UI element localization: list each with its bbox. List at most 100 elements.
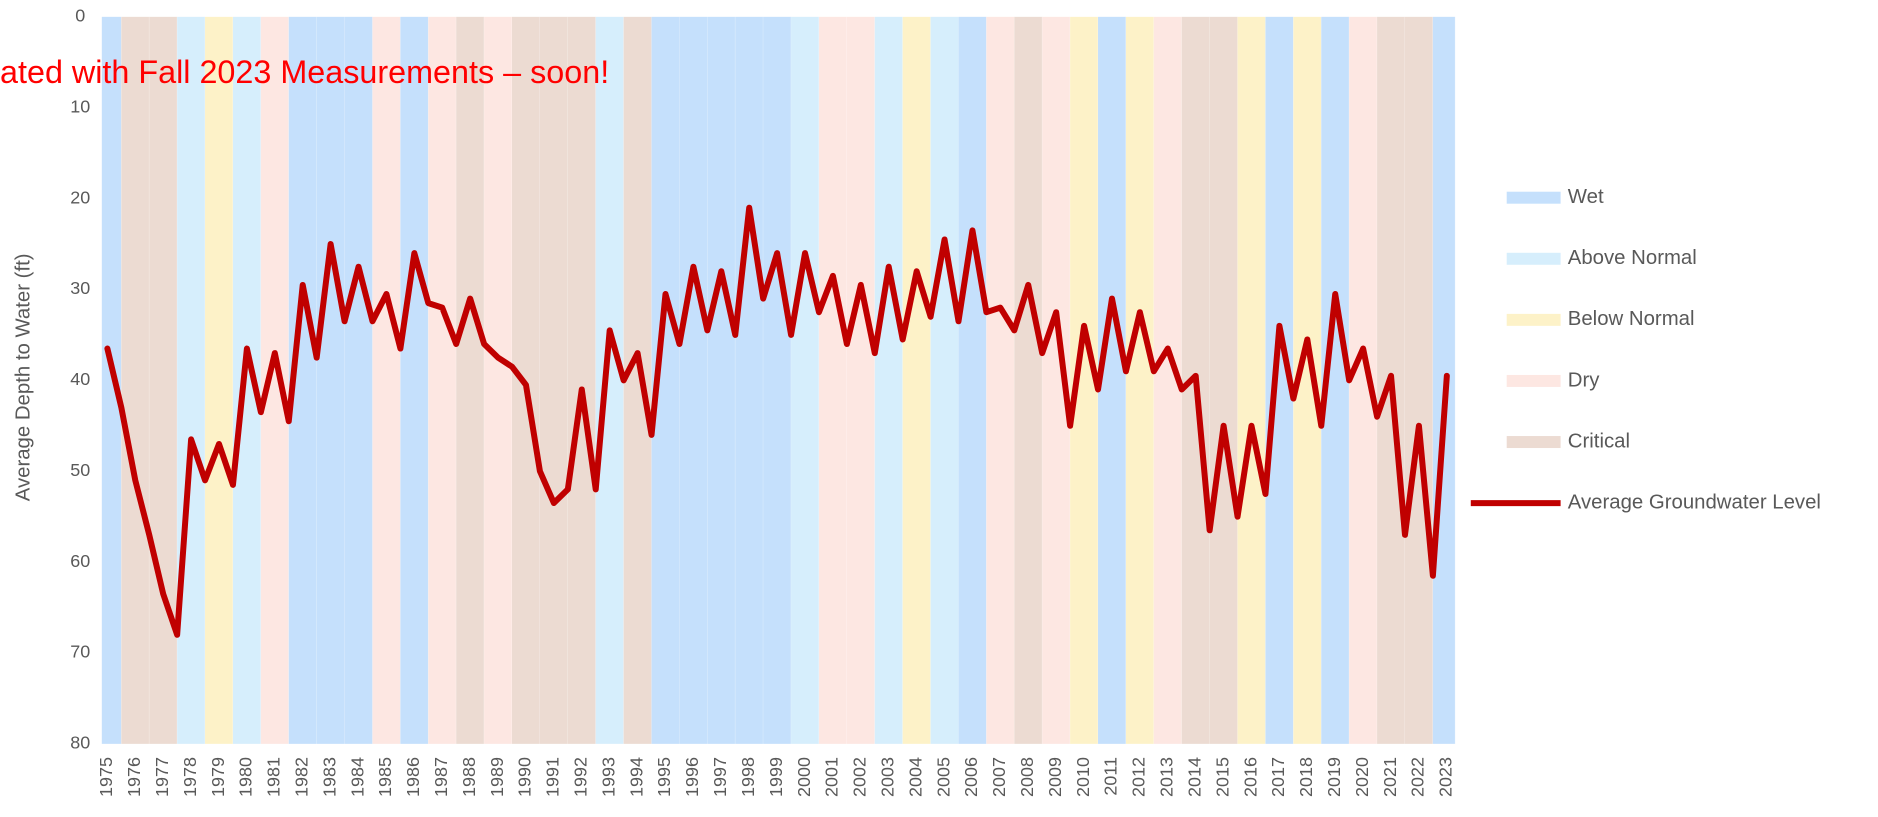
x-tick-label: 2002 xyxy=(850,757,870,797)
legend-label: Above Normal xyxy=(1568,247,1697,269)
x-tick-label: 2019 xyxy=(1324,757,1344,797)
x-tick-label: 1980 xyxy=(236,757,256,797)
x-tick-label: 2013 xyxy=(1157,757,1177,797)
y-tick-label: 40 xyxy=(70,369,90,389)
x-tick-label: 2005 xyxy=(933,757,953,797)
y-tick-label: 70 xyxy=(70,642,90,662)
year-type-band xyxy=(456,16,485,744)
x-tick-label: 1989 xyxy=(487,757,507,797)
year-type-band xyxy=(1404,16,1433,744)
year-type-band xyxy=(791,16,819,744)
legend-swatch xyxy=(1506,313,1561,326)
x-tick-label: 1982 xyxy=(291,757,311,797)
legend-swatch xyxy=(1506,436,1561,449)
y-tick-label: 30 xyxy=(70,278,90,298)
year-type-band xyxy=(484,16,513,744)
year-type-band xyxy=(567,16,596,744)
x-tick-label: 2022 xyxy=(1408,757,1428,797)
band-layer xyxy=(101,16,1456,744)
x-tick-label: 1996 xyxy=(682,757,702,797)
x-tick-label: 1999 xyxy=(766,757,786,797)
x-tick-label: 1975 xyxy=(96,757,116,797)
x-tick-label: 2003 xyxy=(877,757,897,797)
x-tick-label: 1991 xyxy=(543,757,563,797)
x-tick-label: 1985 xyxy=(375,757,395,797)
x-tick-label: 2011 xyxy=(1101,757,1121,796)
year-type-band xyxy=(1349,16,1378,744)
year-type-band xyxy=(763,16,792,744)
legend-swatch xyxy=(1506,252,1561,265)
year-type-band xyxy=(149,16,178,744)
x-tick-label: 1986 xyxy=(403,757,423,797)
legend-label: Critical xyxy=(1568,430,1630,452)
legend-label: Average Groundwater Level xyxy=(1568,491,1821,513)
y-tick-label: 10 xyxy=(70,96,90,116)
year-type-band xyxy=(930,16,959,744)
year-type-band xyxy=(177,16,206,744)
x-tick-label: 2023 xyxy=(1436,757,1456,797)
year-type-band xyxy=(1209,16,1238,744)
x-tick-label: 1988 xyxy=(459,757,479,797)
x-tick-label: 1990 xyxy=(515,757,535,797)
y-tick-label: 0 xyxy=(75,6,85,26)
x-tick-label: 2001 xyxy=(822,757,842,797)
x-tick-label: 1981 xyxy=(264,757,284,797)
y-axis-label: Average Depth to Water (ft) xyxy=(12,253,34,501)
x-tick-label: 1979 xyxy=(208,757,228,797)
year-type-band xyxy=(902,16,931,744)
year-type-band xyxy=(595,16,624,744)
year-type-band xyxy=(121,16,150,744)
year-type-band xyxy=(818,16,847,744)
year-type-band xyxy=(539,16,568,744)
x-tick-label: 1987 xyxy=(431,757,451,797)
year-type-band xyxy=(1098,16,1126,744)
x-tick-label: 2000 xyxy=(794,757,814,797)
year-type-band xyxy=(623,16,652,744)
year-type-band xyxy=(344,16,373,744)
year-type-band xyxy=(735,16,764,744)
x-tick-label: 1995 xyxy=(654,757,674,797)
x-tick-label: 2021 xyxy=(1380,757,1400,797)
x-tick-label: 2017 xyxy=(1268,757,1288,797)
year-type-band xyxy=(1237,16,1266,744)
year-type-band xyxy=(874,16,903,744)
legend-label: Wet xyxy=(1568,186,1604,208)
x-tick-label: 1993 xyxy=(598,757,618,797)
x-tick-label: 2004 xyxy=(905,757,925,797)
year-type-band xyxy=(958,16,987,744)
year-type-band xyxy=(1125,16,1154,744)
x-tick-label: 2010 xyxy=(1073,757,1093,797)
y-tick-label: 80 xyxy=(70,733,90,753)
year-type-band xyxy=(101,16,122,744)
line-layer xyxy=(104,204,1450,638)
x-tick-label: 2015 xyxy=(1212,757,1232,797)
y-tick-label: 20 xyxy=(70,187,90,207)
year-type-band xyxy=(428,16,457,744)
x-tick-label: 1984 xyxy=(347,757,367,797)
x-tick-label: 2016 xyxy=(1240,757,1260,797)
year-type-band xyxy=(205,16,233,744)
year-type-band xyxy=(260,16,289,744)
year-type-band xyxy=(372,16,401,744)
year-type-band xyxy=(707,16,736,744)
x-tick-label: 1997 xyxy=(710,757,730,797)
year-type-band xyxy=(316,16,345,744)
x-tick-label: 2007 xyxy=(989,757,1009,797)
x-tick-label: 1983 xyxy=(319,757,339,797)
y-tick-label: 50 xyxy=(70,460,90,480)
x-tick-label: 2006 xyxy=(961,757,981,797)
x-tick-label: 2012 xyxy=(1129,757,1149,797)
legend-label: Dry xyxy=(1568,369,1600,391)
x-tick-label: 1998 xyxy=(738,757,758,797)
data-line xyxy=(104,204,1450,638)
year-type-band xyxy=(986,16,1015,744)
x-tick-label: 2020 xyxy=(1352,757,1372,797)
annotation: ated with Fall 2023 Measurements – soon! xyxy=(0,54,609,90)
year-type-band xyxy=(679,16,708,744)
x-tick-label: 1977 xyxy=(152,757,172,797)
x-tick-label: 1976 xyxy=(124,757,144,797)
y-tick-label: 60 xyxy=(70,551,90,571)
legend-swatch xyxy=(1506,374,1561,387)
